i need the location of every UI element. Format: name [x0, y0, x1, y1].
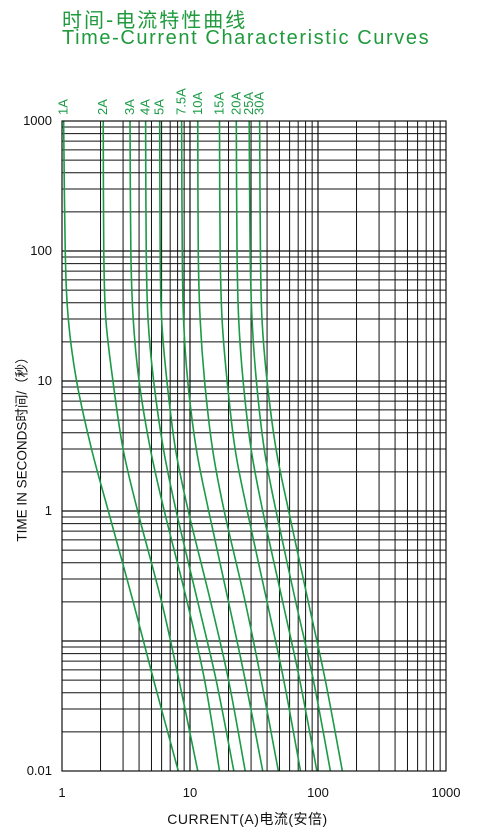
y-tick-label: 1	[45, 503, 52, 518]
curve-25A	[248, 120, 332, 772]
series-label-10A: 10A	[190, 92, 205, 115]
plot-frame	[61, 120, 447, 772]
x-tick-label: 100	[307, 785, 329, 800]
grid-lines	[62, 121, 446, 771]
series-label-3A: 3A	[122, 99, 137, 115]
curve-5A	[158, 120, 246, 772]
curve-4A	[144, 120, 235, 772]
x-tick-label: 1	[58, 785, 65, 800]
curve-series	[62, 120, 344, 772]
tick-labels: 1 10 100 1000 0.01 1 10 100 1000	[23, 113, 460, 800]
series-label-2A: 2A	[95, 99, 110, 115]
y-axis-label: TIME IN SECONDS时间/（秒）	[14, 350, 30, 542]
x-tick-label: 1000	[432, 785, 461, 800]
series-label-25A: 25A	[241, 92, 256, 115]
curve-30A	[258, 120, 344, 772]
series-label-4A: 4A	[138, 99, 153, 115]
series-label-15A: 15A	[211, 92, 226, 115]
y-tick-label: 10	[38, 373, 52, 388]
curve-10A	[196, 120, 280, 772]
series-label-1A: 1A	[56, 99, 71, 115]
x-axis-label: CURRENT(A)电流(安倍)	[167, 811, 328, 827]
curve-2A	[102, 120, 199, 772]
x-tick-label: 10	[183, 785, 197, 800]
series-label-20A: 20A	[228, 92, 243, 115]
chart-title-chinese: 时间-电流特性曲线	[62, 8, 248, 32]
y-tick-label: 100	[30, 243, 52, 258]
chart-title: Time-Current Characteristic Curves	[62, 27, 431, 49]
curve-1A	[62, 120, 180, 772]
curve-7-5A	[180, 120, 264, 772]
series-label-5A: 5A	[152, 99, 167, 115]
y-tick-label: 0.01	[27, 763, 52, 778]
y-tick-label: 1000	[23, 113, 52, 128]
curve-20A	[235, 120, 318, 772]
curve-15A	[218, 120, 302, 772]
series-label-7-5A: 7.5A	[174, 88, 189, 115]
curve-3A	[129, 120, 221, 772]
series-label-30A: 30A	[252, 92, 267, 115]
